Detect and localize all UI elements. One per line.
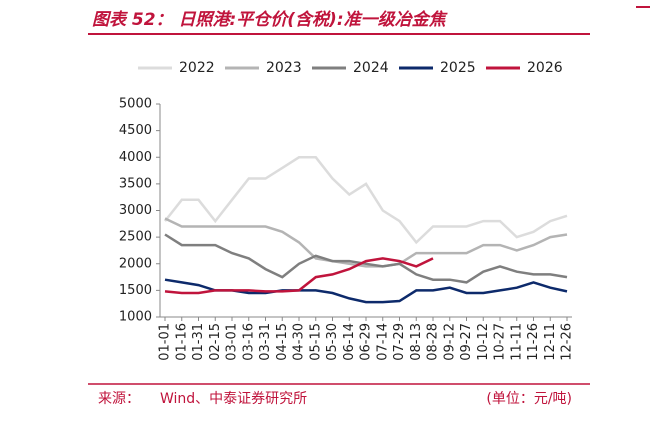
x-tick-label: 09-12	[442, 323, 457, 361]
x-tick-label: 08-28	[426, 323, 441, 361]
x-tick-label: 01-16	[174, 323, 189, 361]
x-tick-label: 11-26	[526, 323, 541, 361]
x-tick-label: 10-27	[493, 323, 508, 361]
chart-title: 图表 52： 日照港:平仓价(含税):准一级冶金焦	[92, 10, 449, 30]
series-line	[164, 257, 434, 295]
x-tick-label: 12-11	[543, 323, 558, 361]
x-tick-label: 12-26	[560, 323, 575, 361]
x-tick-label: 10-12	[476, 323, 491, 361]
legend-label: 2022	[179, 60, 215, 76]
series-line	[164, 233, 568, 284]
source: Wind、中泰证券研究所	[160, 391, 307, 407]
unit: (单位：元/吨)	[486, 391, 572, 407]
y-tick-label: 4500	[119, 123, 152, 138]
legend-label: 2023	[266, 60, 302, 76]
y-tick-label: 3500	[119, 176, 152, 191]
x-tick-label: 04-30	[292, 323, 307, 361]
series-line	[164, 217, 568, 268]
y-tick-label: 1000	[119, 310, 152, 325]
x-tick-label: 05-30	[325, 323, 340, 361]
legend-label: 2024	[353, 60, 389, 76]
x-tick-label: 02-15	[208, 323, 223, 361]
y-tick-label: 2500	[119, 230, 152, 245]
legend-label: 2026	[527, 60, 563, 76]
x-tick-label: 07-14	[375, 323, 390, 361]
x-tick-label: 01-01	[158, 323, 173, 361]
x-tick-label: 06-14	[342, 323, 357, 361]
y-tick-label: 2000	[119, 256, 152, 271]
x-tick-label: 09-27	[459, 323, 474, 361]
y-tick-label: 4000	[119, 150, 152, 165]
y-tick-label: 3000	[119, 203, 152, 218]
legend-label: 2025	[440, 60, 476, 76]
x-tick-label: 01-31	[191, 323, 206, 361]
y-tick-label: 1500	[119, 283, 152, 298]
x-tick-label: 05-15	[308, 323, 323, 361]
series-line	[164, 156, 568, 245]
x-tick-label: 04-15	[275, 323, 290, 361]
source-label: 来源：	[98, 391, 140, 407]
x-tick-label: 03-31	[258, 323, 273, 361]
x-tick-label: 03-01	[225, 323, 240, 361]
x-tick-label: 08-13	[409, 323, 424, 361]
y-tick-label: 5000	[119, 97, 152, 112]
x-tick-label: 03-16	[241, 323, 256, 361]
x-tick-label: 06-29	[359, 323, 374, 361]
x-tick-label: 07-29	[392, 323, 407, 361]
x-tick-label: 11-11	[509, 323, 524, 361]
